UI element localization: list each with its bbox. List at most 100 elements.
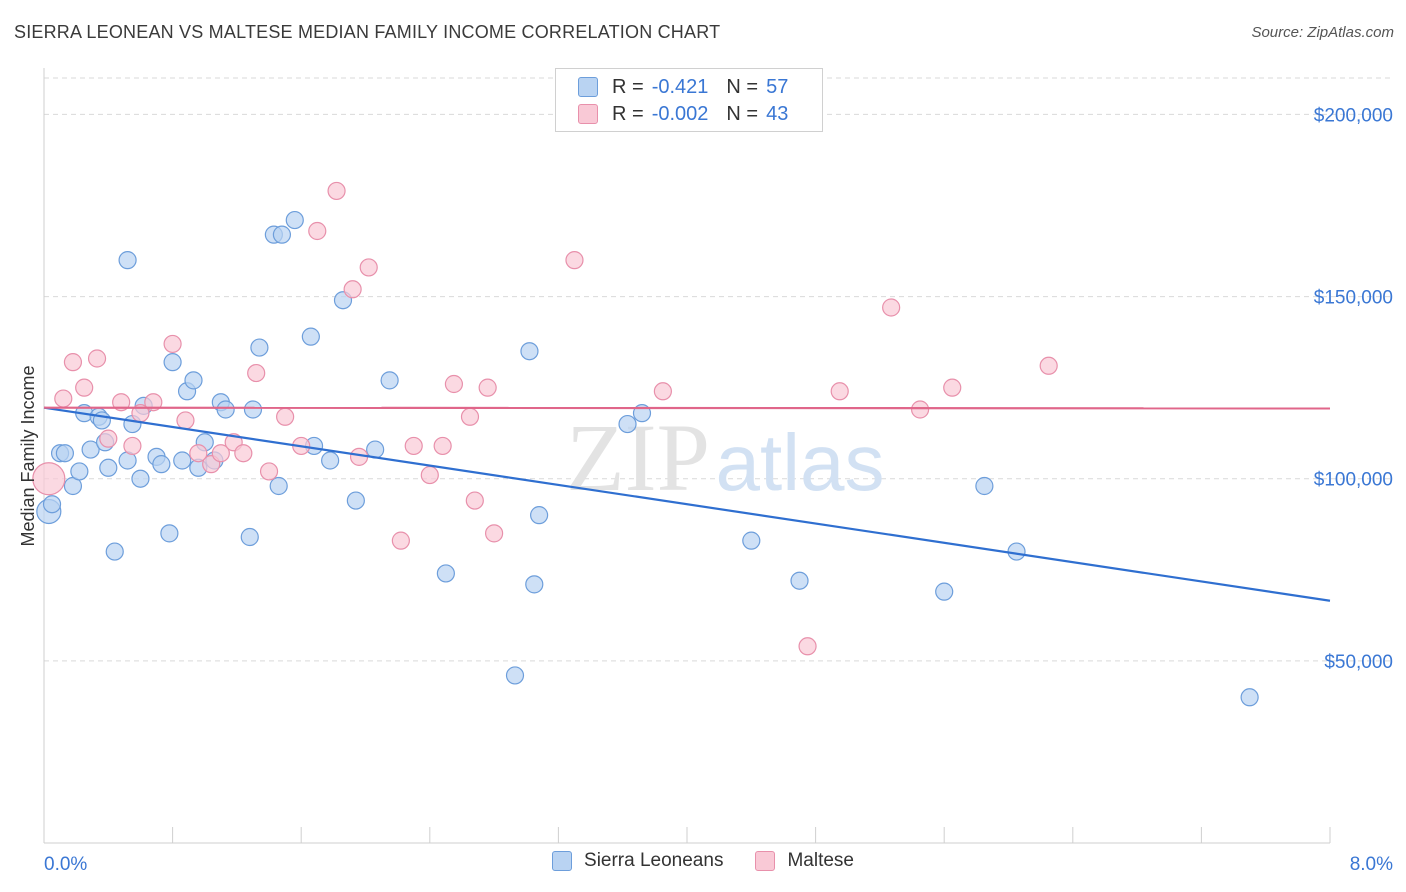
data-point — [321, 451, 340, 470]
data-point — [798, 637, 817, 656]
data-point — [184, 371, 203, 390]
legend-row-maltese: R = -0.002 N = 43 — [578, 101, 788, 127]
legend-label: Maltese — [787, 850, 854, 871]
legend-item-sierra-leoneans[interactable]: Sierra Leoneans — [552, 850, 723, 872]
y-tick-label: $50,000 — [1324, 652, 1393, 673]
data-point — [243, 400, 263, 419]
data-point — [391, 531, 410, 550]
data-point — [54, 389, 73, 408]
y-axis-title: Median Family Income — [18, 365, 38, 546]
watermark-zip: ZIP — [566, 404, 710, 511]
data-point — [272, 225, 292, 244]
data-point — [525, 575, 544, 594]
data-point — [910, 400, 930, 419]
data-point — [460, 407, 480, 426]
data-point — [618, 414, 637, 434]
data-point — [189, 444, 208, 463]
trend-line — [43, 406, 1331, 602]
legend-item-maltese[interactable]: Maltese — [755, 850, 854, 872]
data-point — [42, 495, 62, 514]
data-point — [359, 258, 378, 277]
data-point — [433, 436, 452, 456]
data-point — [259, 462, 279, 481]
data-point — [216, 400, 235, 419]
y-tick-label: $150,000 — [1314, 288, 1393, 309]
data-point — [530, 506, 549, 525]
x-tick-label-min: 0.0% — [44, 854, 87, 875]
data-point — [436, 564, 455, 583]
legend-row-sierra-leoneans: R = -0.421 N = 57 — [578, 74, 788, 100]
data-point — [565, 251, 584, 270]
source-credit: Source: ZipAtlas.com — [1251, 24, 1394, 41]
data-point — [420, 465, 439, 485]
data-point — [343, 280, 362, 299]
legend-n-value: 57 — [766, 75, 789, 98]
chart-title: SIERRA LEONEAN VS MALTESE MEDIAN FAMILY … — [14, 22, 721, 42]
data-point — [1240, 688, 1259, 707]
data-point — [131, 469, 150, 488]
legend-n-value: 43 — [766, 102, 789, 125]
data-point — [70, 462, 89, 481]
data-point — [882, 298, 901, 317]
watermark: ZIP atlas — [566, 404, 884, 511]
data-point — [653, 382, 672, 401]
data-point — [81, 440, 100, 459]
data-point — [99, 429, 118, 448]
trend-lines — [43, 406, 1331, 602]
trend-line — [43, 406, 1331, 410]
series-maltese — [32, 181, 1058, 656]
data-point — [118, 251, 137, 270]
data-point — [943, 378, 962, 397]
legend-r-value: -0.421 — [651, 75, 709, 98]
data-point — [99, 458, 118, 477]
data-point — [250, 338, 269, 357]
data-point — [55, 444, 74, 463]
data-point — [327, 181, 346, 201]
data-point — [163, 334, 182, 354]
legend-n-label: N = — [726, 102, 759, 125]
data-point — [520, 342, 539, 361]
data-point — [211, 444, 230, 463]
data-point — [173, 451, 192, 470]
x-tick-label-max: 8.0% — [1350, 854, 1393, 875]
legend-r-label: R = — [612, 102, 644, 125]
data-point — [404, 436, 423, 456]
data-point — [380, 371, 399, 390]
data-point — [790, 571, 809, 590]
data-point — [32, 462, 66, 496]
legend-swatch-blue — [578, 77, 598, 97]
data-point — [123, 436, 142, 456]
legend-swatch-blue — [552, 851, 573, 871]
data-point — [485, 524, 504, 543]
legend-label: Sierra Leoneans — [584, 850, 724, 871]
data-point — [301, 327, 320, 346]
data-point — [505, 666, 525, 685]
data-point — [176, 411, 195, 430]
legend-n-label: N = — [726, 75, 759, 98]
data-point — [75, 378, 94, 397]
data-point — [87, 349, 107, 368]
data-point — [152, 455, 171, 474]
data-point — [308, 221, 327, 241]
stats-legend: R = -0.421 N = 57 R = -0.002 N = 43 — [555, 68, 823, 132]
data-point — [742, 531, 761, 550]
series-sierra-leoneans — [36, 210, 1259, 707]
data-point — [240, 527, 259, 547]
data-point — [1039, 356, 1058, 375]
data-point — [160, 524, 179, 543]
axis-labels: $50,000 $100,000 $150,000 $200,000 0.0% 8.0% M… — [18, 105, 1393, 875]
watermark-atlas: atlas — [716, 418, 885, 507]
data-point — [163, 353, 182, 372]
data-point — [276, 407, 295, 426]
legend-r-value: -0.002 — [651, 102, 709, 125]
data-point — [269, 476, 288, 496]
data-point — [975, 476, 994, 496]
data-point — [247, 363, 266, 383]
data-point — [935, 582, 954, 601]
data-point — [144, 393, 163, 412]
data-point — [105, 542, 124, 561]
data-point — [444, 374, 464, 394]
data-point — [830, 382, 849, 401]
axes — [43, 68, 1331, 844]
